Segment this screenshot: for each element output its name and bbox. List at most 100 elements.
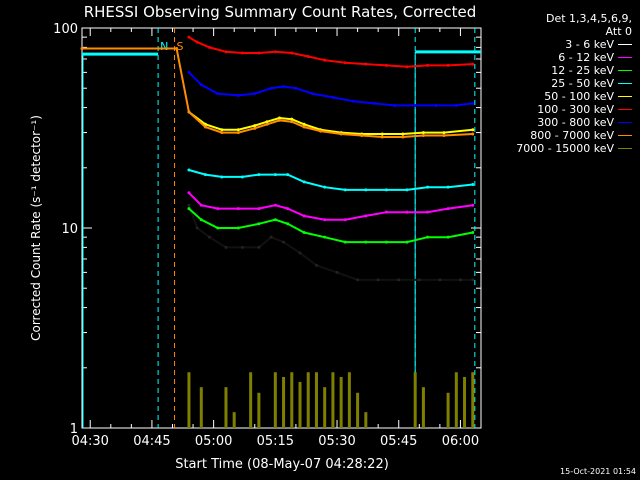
series-point: [203, 173, 207, 177]
series-point: [257, 222, 261, 226]
series-point: [302, 230, 306, 234]
series-point: [208, 235, 212, 239]
series-point: [294, 86, 298, 90]
series-point: [446, 207, 450, 211]
series-bar: [347, 372, 351, 428]
y-tick-label: 10: [61, 222, 78, 237]
series-point: [471, 203, 475, 207]
series-point: [438, 278, 442, 282]
series-point: [384, 188, 388, 192]
legend-item-label: 800 - 7000 keV: [530, 129, 614, 142]
series-bar: [413, 372, 417, 428]
legend-header: Det 1,3,4,5,6,9,: [545, 12, 632, 25]
x-tick-label: 04:30: [71, 434, 108, 449]
legend-swatch: [618, 148, 632, 149]
series-line: [82, 47, 473, 138]
series-point: [360, 134, 364, 138]
series-point: [265, 120, 269, 124]
series-point: [471, 183, 475, 187]
series-point: [413, 103, 417, 107]
series-point: [187, 191, 191, 195]
x-tick-label: 06:00: [442, 434, 479, 449]
series-bar: [421, 387, 425, 428]
series-point: [286, 207, 290, 211]
series-point: [236, 93, 240, 97]
series-point: [290, 51, 294, 55]
series-point: [405, 210, 409, 214]
series-group: [80, 46, 475, 139]
series-bar: [331, 372, 335, 428]
series-point: [372, 101, 376, 105]
series-point: [187, 168, 191, 172]
series-bar: [364, 412, 368, 428]
series-bar: [224, 387, 228, 428]
series-point: [265, 122, 269, 126]
series-point: [80, 46, 84, 50]
legend-item-label: 50 - 100 keV: [544, 90, 614, 103]
series-point: [302, 180, 306, 184]
series-point: [302, 214, 306, 218]
series-point: [314, 263, 318, 267]
series-point: [224, 245, 228, 249]
series-bar: [290, 372, 294, 428]
timestamp: 15-Oct-2021 01:54: [560, 467, 636, 476]
series-bar: [282, 376, 286, 428]
series-line: [188, 71, 473, 107]
series-point: [236, 207, 240, 211]
series-point: [471, 101, 475, 105]
series-group: [187, 207, 475, 244]
series-point: [343, 240, 347, 244]
plot-frame: [81, 27, 482, 429]
series-point: [454, 103, 458, 107]
series-point: [343, 188, 347, 192]
series-point: [253, 126, 257, 130]
series-point: [306, 55, 310, 59]
series-point: [442, 131, 446, 135]
series-line: [188, 169, 473, 191]
series-point: [384, 63, 388, 67]
series-bar: [339, 376, 343, 428]
legend-item: 12 - 25 keV: [472, 64, 632, 77]
series-point: [216, 207, 220, 211]
series-bar: [463, 376, 467, 428]
series-group: [187, 35, 475, 69]
series-point: [458, 278, 462, 282]
series-point: [417, 278, 421, 282]
series-point: [426, 185, 430, 189]
series-point: [277, 118, 281, 122]
series-bar: [471, 372, 475, 428]
series-bar: [323, 387, 327, 428]
legend-header-att: Att 0: [605, 25, 632, 38]
series-point: [380, 135, 384, 139]
series-line: [187, 204, 473, 281]
series-point: [421, 131, 425, 135]
series-point: [323, 218, 327, 222]
legend-item-label: 6 - 12 keV: [558, 51, 614, 64]
series-group: [187, 110, 475, 136]
series-lines: [80, 35, 475, 428]
series-point: [339, 132, 343, 136]
series-point: [216, 92, 220, 96]
series-point: [405, 188, 409, 192]
series-bar: [454, 372, 458, 428]
series-point: [240, 175, 244, 179]
series-point: [364, 240, 368, 244]
series-point: [310, 92, 314, 96]
series-point: [273, 173, 277, 177]
series-point: [253, 124, 257, 128]
series-point: [405, 65, 409, 69]
series-bar: [306, 372, 310, 428]
series-point: [175, 46, 179, 50]
series-point: [426, 210, 430, 214]
series-point: [401, 132, 405, 136]
series-bar: [298, 381, 302, 428]
series-point: [335, 270, 339, 274]
series-point: [273, 218, 277, 222]
legend-item: 100 - 300 keV: [472, 103, 632, 116]
series-point: [240, 245, 244, 249]
legend-swatch: [618, 83, 632, 84]
series-point: [446, 63, 450, 67]
legend-item-label: 12 - 25 keV: [551, 64, 614, 77]
series-point: [236, 226, 240, 230]
